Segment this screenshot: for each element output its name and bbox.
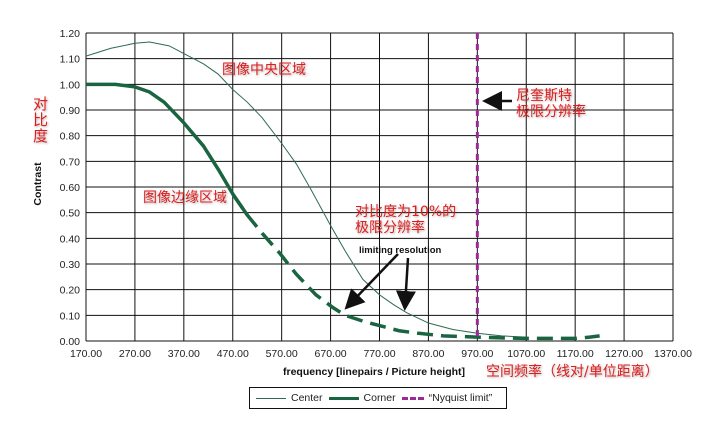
- y-tick-label: 0.50: [60, 208, 81, 220]
- legend-item-nyquist: “Nyquist limit”: [401, 392, 493, 404]
- y-tick-label: 0.60: [60, 182, 81, 194]
- legend: Center Corner “Nyquist limit”: [249, 387, 507, 409]
- annotation-limit10-line2: 极限分辨率: [355, 220, 425, 236]
- x-tick-label: 370.00: [168, 348, 200, 360]
- annotation-contrast-cn: 对比度: [33, 95, 49, 145]
- x-tick-label: 970.00: [461, 348, 493, 360]
- legend-item-center: Center: [256, 392, 323, 404]
- legend-item-corner: Corner: [328, 392, 396, 404]
- series-corner-line-dashed: [231, 193, 600, 341]
- annotation-limit10-line1: 对比度为10%的: [355, 204, 457, 220]
- y-tick-label: 1.20: [60, 28, 81, 40]
- legend-label-nyquist: “Nyquist limit”: [428, 392, 493, 404]
- y-tick-label: 1.00: [60, 79, 81, 91]
- y-tick-label: 0.00: [60, 336, 81, 348]
- y-tick-label: 1.10: [60, 54, 81, 66]
- x-tick-label: 1170.00: [557, 348, 594, 360]
- legend-swatch-nyquist: [401, 396, 424, 400]
- annotation-nyquist-line2: 极限分辨率: [516, 104, 586, 120]
- y-tick-label: 0.80: [60, 131, 81, 143]
- y-tick-label: 0.20: [60, 285, 81, 297]
- x-tick-label: 470.00: [217, 348, 249, 360]
- series-corner-line-solid: [86, 82, 249, 217]
- x-tick-label: 770.00: [363, 348, 395, 360]
- arrow-limiting-resolution-corner: [344, 253, 399, 310]
- legend-swatch-center: [256, 397, 286, 399]
- annotation-edge-region: 图像边缘区域: [143, 190, 227, 206]
- y-axis-label: Contrast: [32, 162, 44, 206]
- x-tick-label: 870.00: [412, 348, 444, 360]
- x-tick-label: 170.00: [70, 348, 102, 360]
- legend-swatch-corner: [328, 396, 359, 400]
- x-tick-label: 1370.00: [654, 348, 692, 360]
- annotation-nyquist-line1: 尼奎斯特: [516, 88, 572, 104]
- legend-label-center: Center: [291, 392, 323, 404]
- annotation-xlabel-cn: 空间频率（线对/单位距离）: [486, 364, 659, 380]
- x-tick-label: 1270.00: [605, 348, 643, 360]
- y-tick-label: 0.40: [60, 233, 81, 245]
- y-tick-label: 0.70: [60, 156, 81, 168]
- y-tick-label: 0.90: [60, 105, 81, 117]
- x-axis-label: frequency [linepairs / Picture height]: [283, 366, 466, 378]
- annotation-center-region: 图像中央区域: [222, 62, 306, 78]
- annotation-limiting-resolution: limiting resolution: [359, 245, 442, 256]
- series-center-line: [85, 41, 527, 338]
- x-tick-label: 270.00: [119, 348, 151, 360]
- y-tick-label: 0.30: [60, 259, 81, 271]
- x-tick-label: 570.00: [266, 348, 298, 360]
- legend-label-corner: Corner: [363, 392, 396, 404]
- y-tick-label: 0.10: [60, 310, 81, 322]
- arrow-limiting-resolution-center: [395, 257, 416, 311]
- x-tick-label: 1070.00: [507, 348, 545, 360]
- x-tick-label: 670.00: [315, 348, 347, 360]
